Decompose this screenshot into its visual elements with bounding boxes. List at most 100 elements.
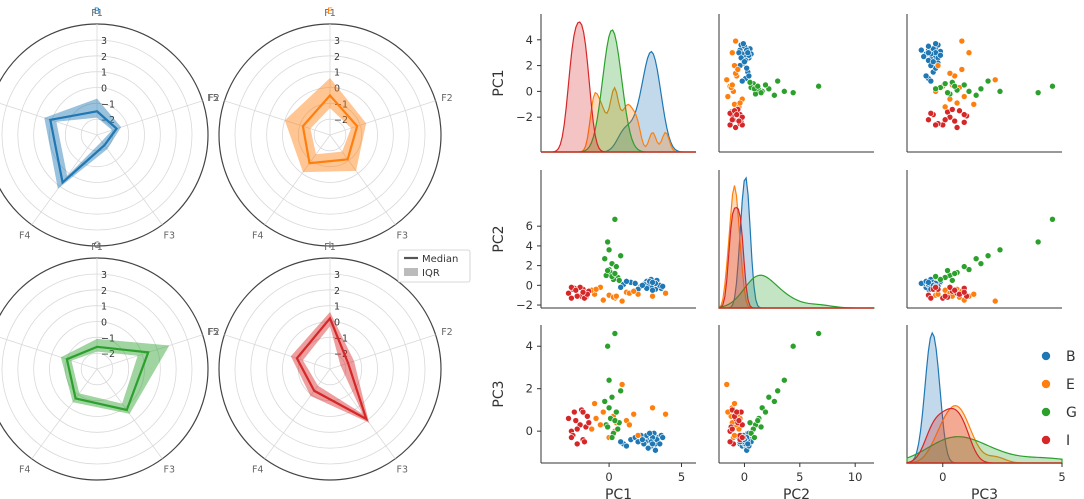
- scatter-point-B: [925, 279, 932, 286]
- radar-tick-label: 1: [334, 68, 340, 79]
- scatter-point-G: [614, 425, 622, 433]
- y-tick-label: 4: [526, 339, 533, 353]
- scatter-point-I: [960, 111, 968, 118]
- scatter-point-B: [740, 40, 747, 47]
- radar-panel-title: I: [329, 241, 332, 251]
- scatter-point-G: [751, 434, 758, 441]
- scatter-point-E: [592, 285, 600, 293]
- scatter-point-E: [592, 415, 600, 422]
- scatter-point-B: [649, 440, 656, 448]
- scatter-point-I: [568, 434, 575, 441]
- radar-tick-label: 0: [334, 84, 340, 95]
- y-tick-label: 0: [526, 424, 533, 438]
- radar-tick-label: 2: [334, 286, 340, 297]
- pair-panel-PC1-PC1: −2 0 2 4 PC1: [491, 14, 696, 153]
- radar-feature-label: F2: [441, 93, 453, 104]
- legend-label-E: E: [1066, 377, 1075, 393]
- scatter-point-E: [732, 37, 739, 45]
- scatter-point-E: [626, 421, 633, 429]
- scatter-point-G: [789, 89, 797, 96]
- scatter-point-E: [597, 421, 604, 429]
- scatter-point-G: [617, 252, 624, 260]
- scatter-point-B: [623, 278, 630, 285]
- radar-feature-label: F5: [207, 327, 219, 338]
- radar-feature-label: F2: [441, 327, 453, 338]
- scatter-point-B: [649, 286, 656, 294]
- scatter-point-E: [634, 432, 642, 439]
- scatter-point-G: [608, 393, 616, 401]
- kde-curve-I: [718, 206, 874, 309]
- scatter-point-G: [951, 270, 958, 277]
- legend-marker-B: [1041, 351, 1051, 361]
- scatter-point-G: [972, 255, 980, 263]
- radar-panel-I: F1 F2 F3 F4 F5 3 2 1 0 −1 −2 I: [207, 241, 453, 481]
- scatter-point-B: [652, 446, 659, 454]
- radar-tick-label: −1: [334, 333, 348, 344]
- radar-feature-label: F4: [252, 231, 264, 242]
- x-axis-label: PC2: [783, 487, 810, 499]
- scatter-point-G: [746, 419, 754, 426]
- y-tick-label: 4: [526, 33, 533, 47]
- median-legend-label: Median: [422, 254, 458, 265]
- scatter-point-G: [941, 80, 949, 87]
- radar-tick-label: 0: [101, 84, 107, 95]
- radar-tick-label: 0: [101, 318, 107, 329]
- scatter-point-G: [1034, 89, 1042, 96]
- radar-legend: Median IQR: [397, 249, 471, 283]
- radar-median-line: [65, 345, 150, 412]
- scatter-point-G: [937, 276, 944, 283]
- legend-label-I: I: [1066, 433, 1070, 449]
- scatter-point-G: [774, 387, 781, 395]
- scatter-point-E: [723, 76, 731, 84]
- scatter-point-G: [611, 270, 619, 277]
- scatter-point-B: [659, 434, 666, 441]
- x-axis-label: PC1: [605, 487, 632, 499]
- scatter-point-G: [613, 263, 620, 270]
- kde-curve-G: [906, 436, 1063, 464]
- scatter-point-G: [604, 342, 611, 350]
- iqr-legend-swatch: [404, 268, 418, 276]
- radar-tick-label: 2: [101, 52, 107, 63]
- radar-median-line: [49, 110, 119, 185]
- scatter-point-G: [605, 246, 613, 254]
- pair-panel-PC3-PC2: 0 5 10 PC2: [718, 325, 874, 499]
- scatter-point-E: [960, 93, 968, 100]
- scatter-point-E: [588, 425, 596, 433]
- radar-feature-label: F2: [208, 93, 220, 104]
- radar-feature-label: F1: [91, 242, 103, 253]
- radar-tick-label: 3: [101, 36, 107, 47]
- scatter-point-E: [958, 66, 966, 73]
- scatter-point-E: [649, 292, 656, 300]
- scatter-point-B: [920, 53, 927, 60]
- scatter-point-B: [738, 77, 746, 85]
- legend-marker-G: [1041, 407, 1051, 417]
- scatter-point-I: [579, 408, 587, 416]
- radar-spoke: [96, 368, 163, 460]
- scatter-point-B: [744, 49, 752, 56]
- scatter-point-I: [728, 116, 736, 124]
- scatter-point-B: [639, 436, 646, 443]
- scatter-point-G: [601, 255, 609, 263]
- kde-curve-I: [906, 407, 1062, 464]
- scatter-point-B: [927, 77, 935, 85]
- y-tick-label: 2: [526, 382, 533, 396]
- scatter-point-I: [732, 124, 739, 131]
- scatter-point-E: [728, 49, 736, 56]
- x-tick-label: 0: [939, 470, 946, 484]
- scatter-point-G: [604, 238, 611, 246]
- scatter-point-I: [584, 412, 591, 420]
- radar-iqr-band: [60, 338, 170, 414]
- scatter-point-E: [736, 99, 744, 107]
- scatter-point-G: [944, 89, 951, 96]
- scatter-point-G: [611, 215, 619, 223]
- radar-spoke: [329, 134, 396, 226]
- radar-feature-label: F1: [324, 242, 336, 253]
- radar-feature-label: F3: [397, 231, 409, 242]
- radar-feature-label: F2: [208, 327, 220, 338]
- scatter-point-I: [735, 417, 743, 424]
- scatter-point-E: [618, 297, 626, 305]
- y-axis-label: PC3: [491, 380, 507, 407]
- radar-feature-label: F1: [324, 8, 336, 19]
- scatter-point-E: [723, 381, 731, 388]
